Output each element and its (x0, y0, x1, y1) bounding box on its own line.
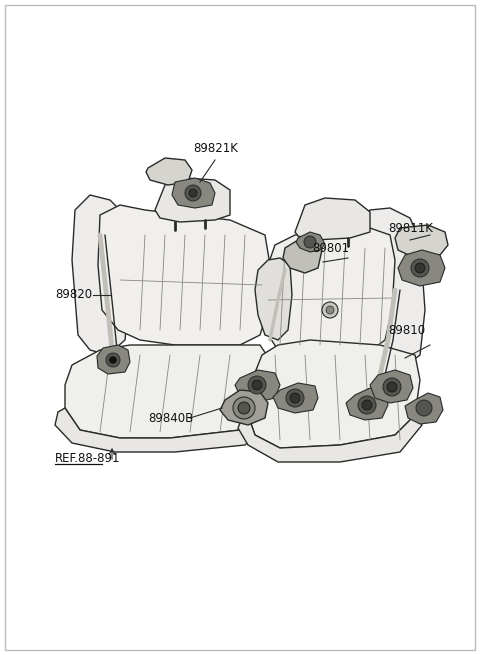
Text: 89810: 89810 (388, 324, 425, 337)
Circle shape (362, 400, 372, 410)
Circle shape (416, 400, 432, 416)
Polygon shape (65, 345, 270, 438)
Circle shape (185, 185, 201, 201)
Polygon shape (346, 388, 388, 420)
Polygon shape (146, 158, 192, 185)
Circle shape (290, 393, 300, 403)
Circle shape (252, 380, 262, 390)
Circle shape (358, 396, 376, 414)
Polygon shape (220, 390, 268, 425)
Text: 89811K: 89811K (388, 221, 433, 234)
Circle shape (415, 263, 425, 273)
Polygon shape (55, 408, 268, 452)
Circle shape (238, 402, 250, 414)
Polygon shape (398, 250, 445, 286)
Text: 89821K: 89821K (193, 141, 238, 155)
Polygon shape (283, 240, 322, 273)
Circle shape (383, 378, 401, 396)
Circle shape (326, 306, 334, 314)
Circle shape (189, 189, 197, 197)
Polygon shape (238, 415, 422, 462)
Polygon shape (255, 258, 292, 340)
Polygon shape (405, 393, 443, 424)
Circle shape (106, 353, 120, 367)
Circle shape (109, 356, 117, 364)
Circle shape (322, 302, 338, 318)
Polygon shape (350, 208, 425, 370)
Polygon shape (395, 225, 448, 258)
Polygon shape (295, 198, 370, 240)
Circle shape (411, 259, 429, 277)
Polygon shape (172, 178, 215, 208)
Polygon shape (155, 178, 230, 222)
Circle shape (286, 389, 304, 407)
Circle shape (248, 376, 266, 394)
Polygon shape (235, 370, 280, 402)
Polygon shape (296, 232, 325, 252)
Polygon shape (72, 195, 130, 355)
Polygon shape (370, 370, 413, 403)
Text: 89801: 89801 (312, 242, 349, 255)
Text: REF.88-891: REF.88-891 (55, 451, 120, 464)
Text: 89820: 89820 (55, 288, 92, 301)
Text: 89840B: 89840B (148, 411, 193, 424)
Circle shape (304, 236, 316, 248)
Polygon shape (97, 345, 130, 374)
Circle shape (233, 397, 255, 419)
Polygon shape (248, 340, 420, 448)
Polygon shape (98, 205, 270, 345)
Circle shape (387, 382, 397, 392)
Polygon shape (262, 228, 395, 358)
Polygon shape (273, 383, 318, 413)
